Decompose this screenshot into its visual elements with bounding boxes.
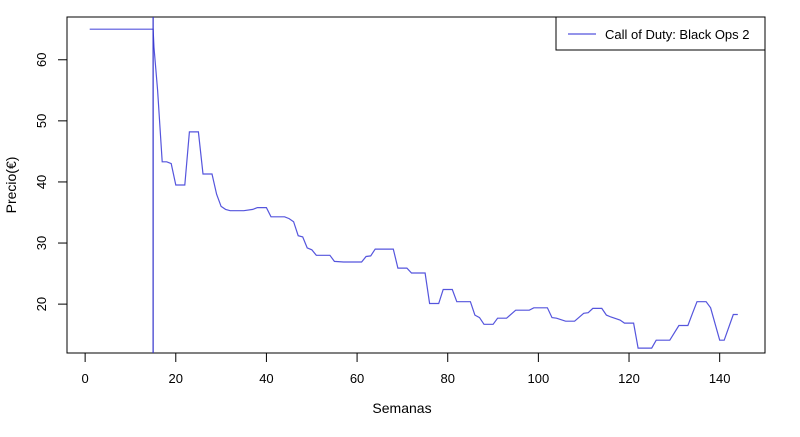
x-axis: 0 20 40 60 80 100 120 140 <box>82 352 731 386</box>
series-layer <box>89 28 738 349</box>
x-tick-label: 140 <box>709 371 731 386</box>
x-tick-label: 120 <box>618 371 640 386</box>
x-tick-label: 40 <box>259 371 273 386</box>
y-tick-label: 50 <box>34 114 49 128</box>
x-tick-label: 80 <box>440 371 454 386</box>
x-tick-label: 100 <box>528 371 550 386</box>
x-tick-label: 20 <box>169 371 183 386</box>
x-axis-title: Semanas <box>372 400 431 416</box>
legend-label: Call of Duty: Black Ops 2 <box>605 27 750 42</box>
y-axis-title: Precio(€) <box>3 157 19 214</box>
y-tick-label: 30 <box>34 236 49 250</box>
legend: Call of Duty: Black Ops 2 <box>555 16 766 51</box>
plot-frame <box>66 16 766 354</box>
x-tick-label: 0 <box>82 371 89 386</box>
y-tick-label: 40 <box>34 175 49 189</box>
x-tick-label: 60 <box>350 371 364 386</box>
y-axis: 20 30 40 50 60 <box>34 53 68 311</box>
series-line <box>89 28 738 349</box>
y-tick-label: 20 <box>34 297 49 311</box>
y-tick-label: 60 <box>34 53 49 67</box>
